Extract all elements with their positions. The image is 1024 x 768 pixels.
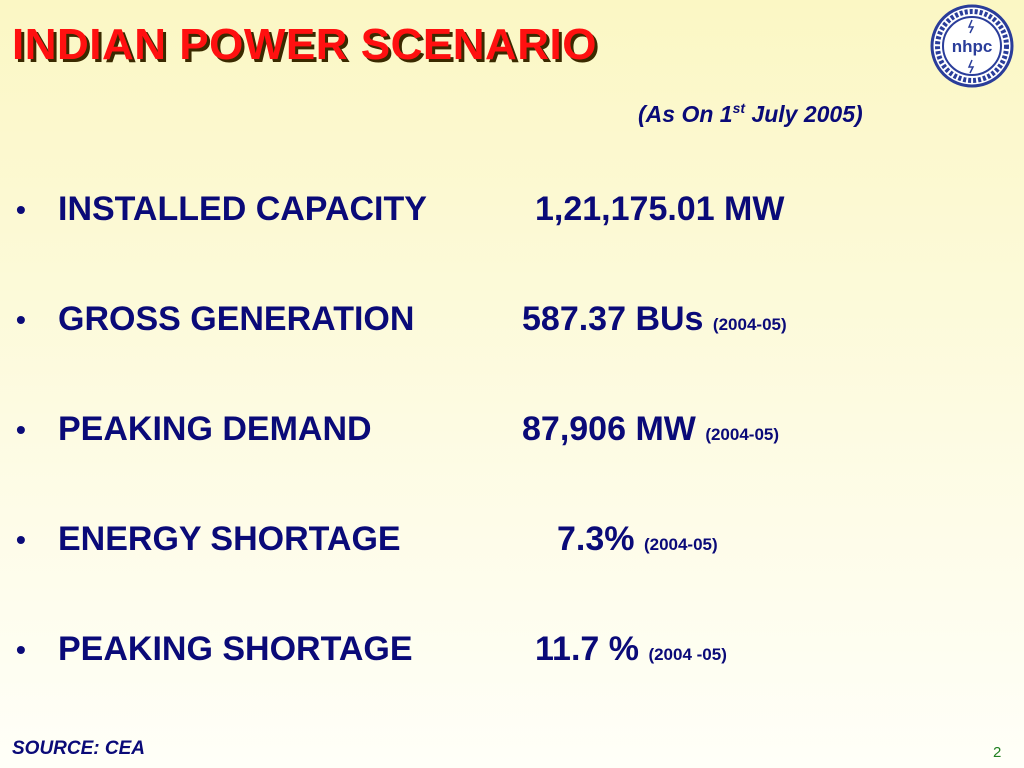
item-period: (2004-05) (712, 315, 787, 334)
item-value: 1,21,175.01 MW (535, 190, 785, 228)
bullet-marker: • (16, 634, 26, 665)
item-value: 11.7 % (535, 630, 639, 668)
item-value-group: 11.7 % (2004 -05) (535, 630, 727, 669)
logo: nhpc (930, 4, 1014, 88)
subtitle-text: July 2005) (745, 101, 863, 127)
item-value-group: 7.3% (2004-05) (557, 520, 718, 559)
bullet-marker: • (16, 194, 26, 225)
bullet-marker: • (16, 524, 26, 555)
bullet-item: • INSTALLED CAPACITY 1,21,175.01 MW (0, 190, 1024, 234)
item-value-group: 1,21,175.01 MW (535, 190, 784, 229)
subtitle-text: (As On 1 (638, 101, 733, 127)
bullet-item: • PEAKING SHORTAGE 11.7 % (2004 -05) (0, 630, 1024, 674)
item-value: 587.37 BUs (522, 300, 704, 338)
item-label: GROSS GENERATION (58, 300, 415, 338)
bullet-marker: • (16, 414, 26, 445)
item-period: (2004 -05) (648, 645, 727, 664)
item-period: (2004-05) (705, 425, 780, 444)
source: SOURCE: CEA (12, 738, 146, 759)
logo-text: nhpc (952, 37, 993, 56)
item-label: ENERGY SHORTAGE (58, 520, 401, 558)
bullet-item: • ENERGY SHORTAGE 7.3% (2004-05) (0, 520, 1024, 564)
page-number: 2 (993, 744, 1002, 761)
item-value: 7.3% (557, 520, 635, 558)
item-period: (2004-05) (643, 535, 718, 554)
bullet-marker: • (16, 304, 26, 335)
item-value: 87,906 MW (522, 410, 696, 448)
bullet-item: • PEAKING DEMAND 87,906 MW (2004-05) (0, 410, 1024, 454)
item-label: PEAKING DEMAND (58, 410, 372, 448)
item-label: INSTALLED CAPACITY (58, 190, 427, 228)
item-value-group: 587.37 BUs (2004-05) (522, 300, 787, 339)
item-value-group: 87,906 MW (2004-05) (522, 410, 779, 449)
bullet-item: • GROSS GENERATION 587.37 BUs (2004-05) (0, 300, 1024, 344)
item-label: PEAKING SHORTAGE (58, 630, 413, 668)
slide-title: INDIAN POWER SCENARIO (12, 20, 597, 69)
subtitle-sup: st (732, 100, 746, 116)
subtitle: (As On 1st July 2005) (638, 100, 863, 128)
